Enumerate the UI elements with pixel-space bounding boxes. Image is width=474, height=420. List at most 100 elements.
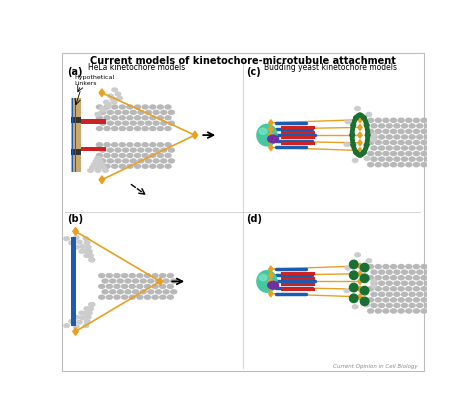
Ellipse shape	[397, 286, 405, 291]
Text: (d): (d)	[246, 214, 262, 224]
Ellipse shape	[413, 129, 420, 134]
Ellipse shape	[116, 96, 123, 101]
Ellipse shape	[424, 281, 431, 286]
Ellipse shape	[98, 162, 105, 167]
Ellipse shape	[382, 140, 390, 145]
Ellipse shape	[100, 107, 107, 112]
Ellipse shape	[393, 303, 401, 308]
Ellipse shape	[167, 284, 174, 289]
Ellipse shape	[82, 323, 90, 328]
Ellipse shape	[382, 264, 390, 269]
Ellipse shape	[424, 269, 431, 275]
Polygon shape	[358, 294, 362, 300]
Ellipse shape	[157, 115, 164, 121]
Ellipse shape	[94, 156, 101, 161]
Ellipse shape	[92, 159, 100, 164]
Ellipse shape	[163, 289, 170, 294]
Ellipse shape	[114, 147, 122, 153]
Ellipse shape	[101, 289, 109, 294]
Polygon shape	[358, 117, 362, 123]
Ellipse shape	[157, 163, 164, 169]
Ellipse shape	[105, 104, 112, 109]
Ellipse shape	[164, 126, 172, 131]
Ellipse shape	[401, 269, 408, 275]
Ellipse shape	[132, 278, 139, 284]
Ellipse shape	[79, 315, 86, 320]
Ellipse shape	[370, 123, 378, 129]
Ellipse shape	[420, 129, 428, 134]
Ellipse shape	[129, 158, 137, 163]
Ellipse shape	[128, 294, 136, 300]
Bar	[81, 119, 106, 123]
Polygon shape	[269, 144, 273, 150]
Ellipse shape	[393, 134, 401, 140]
Ellipse shape	[382, 275, 390, 281]
Ellipse shape	[84, 240, 91, 245]
Ellipse shape	[94, 165, 101, 170]
Ellipse shape	[94, 156, 101, 161]
Ellipse shape	[405, 162, 412, 168]
Ellipse shape	[390, 129, 397, 134]
Ellipse shape	[103, 100, 110, 105]
Ellipse shape	[364, 142, 370, 148]
Ellipse shape	[82, 249, 89, 254]
Ellipse shape	[354, 252, 361, 257]
Ellipse shape	[170, 289, 177, 294]
Ellipse shape	[141, 126, 149, 131]
Ellipse shape	[364, 122, 370, 128]
Ellipse shape	[413, 308, 420, 314]
Ellipse shape	[134, 104, 141, 110]
Ellipse shape	[73, 324, 80, 329]
Ellipse shape	[160, 121, 167, 126]
Ellipse shape	[109, 97, 117, 102]
Ellipse shape	[164, 104, 172, 110]
Ellipse shape	[259, 128, 267, 134]
Ellipse shape	[393, 291, 401, 297]
Ellipse shape	[349, 284, 358, 292]
Ellipse shape	[82, 311, 89, 316]
Ellipse shape	[111, 153, 118, 158]
Ellipse shape	[87, 168, 94, 173]
Ellipse shape	[401, 145, 408, 151]
Ellipse shape	[141, 153, 149, 158]
Ellipse shape	[96, 163, 103, 169]
Ellipse shape	[153, 110, 160, 115]
Ellipse shape	[420, 264, 428, 269]
Ellipse shape	[99, 110, 107, 115]
Ellipse shape	[85, 306, 92, 312]
Ellipse shape	[129, 147, 137, 153]
Ellipse shape	[107, 93, 114, 99]
Ellipse shape	[409, 303, 416, 308]
Ellipse shape	[349, 260, 358, 269]
Ellipse shape	[367, 297, 374, 303]
Ellipse shape	[364, 302, 370, 307]
Ellipse shape	[149, 126, 156, 131]
Ellipse shape	[401, 123, 408, 129]
Ellipse shape	[103, 115, 111, 121]
Ellipse shape	[122, 121, 129, 126]
Ellipse shape	[378, 123, 385, 129]
Ellipse shape	[79, 244, 86, 249]
Polygon shape	[269, 278, 273, 284]
Ellipse shape	[109, 289, 117, 294]
Ellipse shape	[141, 163, 149, 169]
Bar	[75, 98, 76, 172]
Ellipse shape	[155, 278, 162, 284]
Ellipse shape	[118, 163, 126, 169]
Ellipse shape	[350, 142, 356, 148]
Ellipse shape	[367, 162, 374, 168]
Ellipse shape	[144, 273, 151, 278]
Ellipse shape	[83, 306, 90, 311]
Ellipse shape	[68, 240, 75, 245]
Ellipse shape	[151, 294, 159, 300]
Bar	[71, 149, 81, 155]
Ellipse shape	[413, 162, 420, 168]
Ellipse shape	[118, 104, 126, 110]
Ellipse shape	[153, 121, 160, 126]
Ellipse shape	[107, 121, 114, 126]
Ellipse shape	[107, 147, 114, 153]
Ellipse shape	[374, 151, 382, 156]
Text: Current Opinion in Cell Biology: Current Opinion in Cell Biology	[333, 364, 417, 369]
Ellipse shape	[370, 145, 378, 151]
Ellipse shape	[122, 158, 129, 163]
